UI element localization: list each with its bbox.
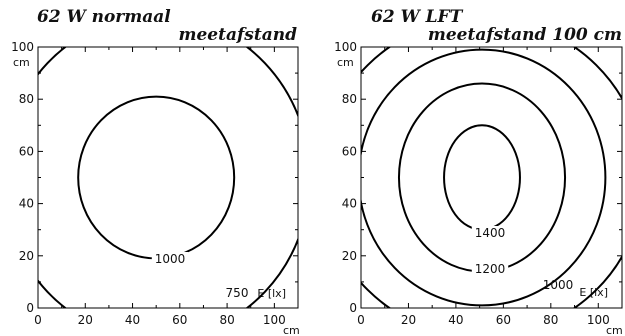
x-tick-label: 0	[34, 313, 42, 327]
panel-62w-lft: 62 W LFT meetafstand 100 cm cm cm E [lx]…	[321, 7, 625, 336]
y-tick-label: 40	[19, 197, 34, 211]
panel-62w-normaal: 62 W normaal meetafstand cm cm E [lx] 10…	[3, 7, 310, 336]
y-tick-label: 100	[334, 40, 357, 54]
contour-label-1000: 1000	[543, 278, 574, 292]
y-tick-label: 80	[342, 92, 357, 106]
x-tick-label: 60	[172, 313, 187, 327]
x-tick-label: 20	[78, 313, 93, 327]
x-tick-label: 40	[448, 313, 463, 327]
y-tick-label: 40	[342, 197, 357, 211]
y-tick-label: 60	[19, 144, 34, 158]
x-tick-label: 60	[496, 313, 511, 327]
chart-title-left: 62 W normaal	[37, 7, 171, 27]
chart-subtitle-right: meetafstand 100 cm	[428, 25, 622, 45]
x-tick-label: 100	[263, 313, 286, 327]
quantity-label-left: E [lx]	[257, 287, 286, 300]
plot-frame	[38, 47, 298, 308]
y-tick-label: 0	[26, 301, 34, 315]
contour-label-1000: 1000	[155, 252, 186, 266]
contour-label-1200: 1200	[475, 262, 506, 276]
y-unit-left: cm	[13, 56, 30, 69]
x-tick-label: 80	[543, 313, 558, 327]
y-tick-label: 60	[342, 144, 357, 158]
x-tick-label: 100	[587, 313, 610, 327]
x-tick-label: 80	[219, 313, 234, 327]
y-tick-label: 80	[19, 92, 34, 106]
contour-line-1400	[444, 125, 520, 229]
chart-title-right: 62 W LFT	[371, 7, 464, 27]
y-tick-label: 0	[349, 301, 357, 315]
y-unit-right: cm	[337, 56, 354, 69]
x-tick-label: 20	[401, 313, 416, 327]
x-tick-label: 40	[125, 313, 140, 327]
contour-label-750: 750	[226, 286, 249, 300]
chart-subtitle-left: meetafstand	[179, 25, 298, 45]
y-tick-label: 100	[11, 40, 34, 54]
y-tick-label: 20	[342, 249, 357, 263]
contour-label-1400: 1400	[475, 226, 506, 240]
contour-line-1200	[399, 84, 565, 272]
y-tick-label: 20	[19, 249, 34, 263]
contour-line-1000	[78, 97, 234, 259]
x-tick-label: 0	[357, 313, 365, 327]
